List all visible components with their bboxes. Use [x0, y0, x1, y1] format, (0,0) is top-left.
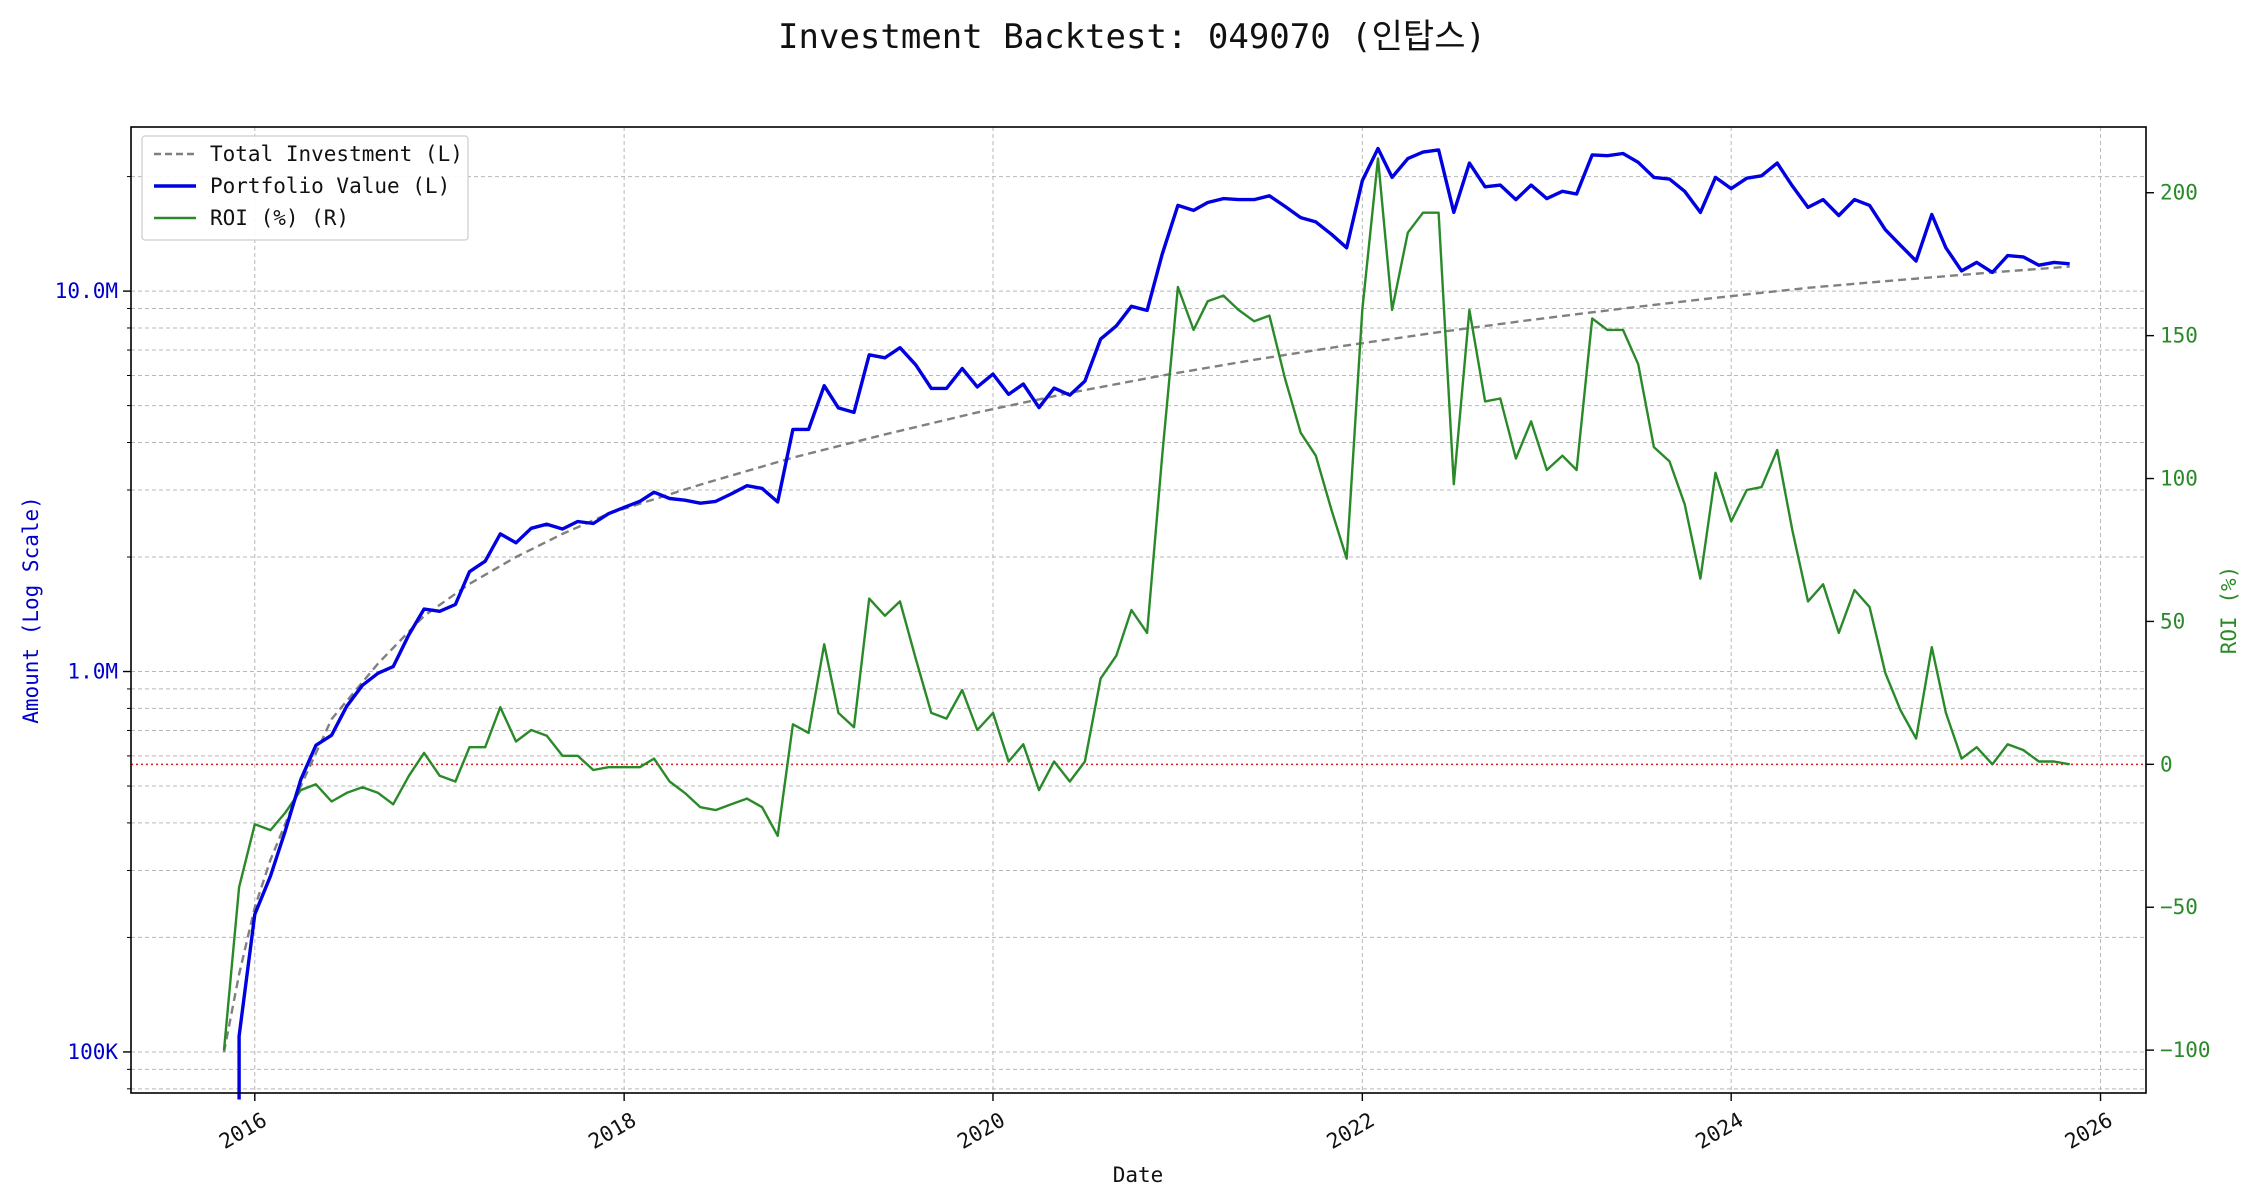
x-tick-label: 2016	[215, 1108, 271, 1154]
x-tick-label: 2022	[1323, 1108, 1379, 1154]
legend-label-portfolio-value: Portfolio Value (L)	[210, 174, 450, 198]
y-left-axis-ticks: 100K 1.0M 10.0M	[55, 176, 131, 1090]
plot-frame	[130, 126, 2147, 1094]
x-tick-label: 2024	[1691, 1108, 1747, 1154]
legend: Total Investment (L) Portfolio Value (L)…	[141, 135, 469, 241]
y-right-axis-ticks: −100 −50 0 50 100 150 200	[2146, 181, 2211, 1062]
y-right-tick-label: −100	[2160, 1038, 2211, 1062]
y-left-axis-title: Amount (Log Scale)	[19, 496, 43, 724]
x-axis-ticks: 2016 2018 2020 2022 2024 2026	[215, 1093, 2117, 1154]
series-line-roi-r	[222, 157, 2070, 1051]
legend-label-total-investment: Total Investment (L)	[210, 142, 463, 166]
grid-lines	[131, 127, 2146, 1093]
y-right-axis-title: ROI (%)	[2217, 566, 2241, 655]
series-lines	[222, 146, 2070, 1100]
chart-title: Investment Backtest: 049070 (인탑스)	[778, 17, 1486, 57]
y-left-tick-label: 1.0M	[67, 660, 118, 684]
y-right-tick-label: 0	[2160, 752, 2173, 776]
y-right-tick-label: 200	[2160, 181, 2198, 205]
y-left-tick-label: 10.0M	[55, 279, 118, 303]
y-right-tick-label: −50	[2160, 895, 2198, 919]
y-right-tick-label: 50	[2160, 609, 2185, 633]
x-axis-title: Date	[1113, 1163, 1164, 1187]
series-line-portfolio-value-l	[237, 146, 2070, 1100]
y-right-tick-label: 150	[2160, 324, 2198, 348]
x-tick-label: 2020	[953, 1108, 1009, 1154]
x-tick-label: 2026	[2061, 1108, 2117, 1154]
legend-box	[141, 135, 469, 241]
x-tick-label: 2018	[584, 1108, 640, 1154]
y-right-tick-label: 100	[2160, 467, 2198, 491]
legend-label-roi: ROI (%) (R)	[210, 206, 349, 230]
y-left-tick-label: 100K	[67, 1040, 118, 1064]
series-line-total-investment-l	[222, 265, 2070, 1053]
